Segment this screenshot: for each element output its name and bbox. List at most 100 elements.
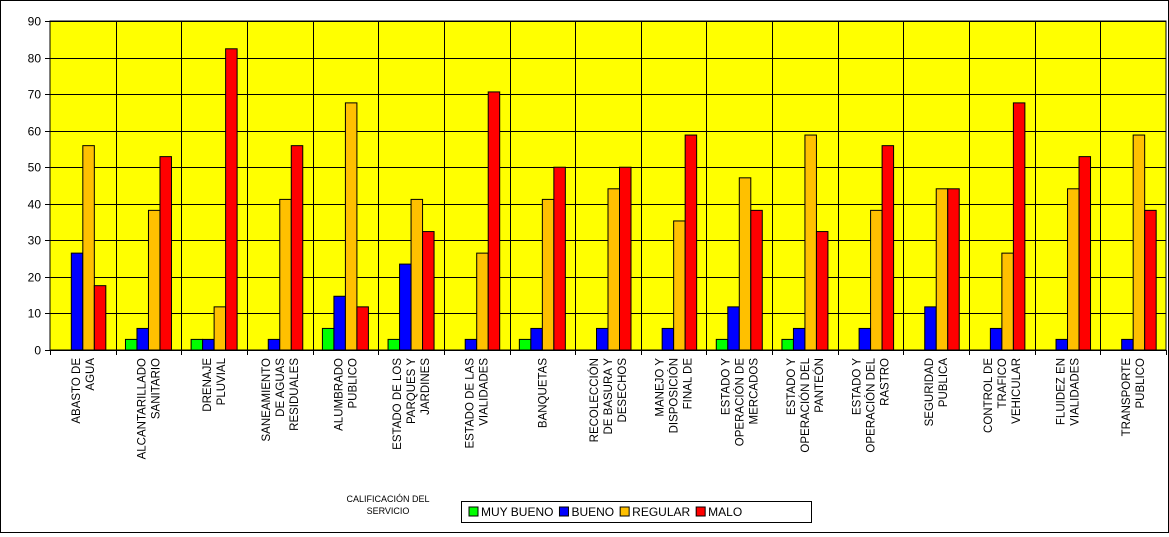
bar-malo — [1078, 156, 1092, 351]
bar-malo — [159, 156, 172, 351]
bar-muy-bueno — [387, 338, 401, 351]
x-category-label: MANEJO Y DISPOSICIÓN FINAL DE — [655, 358, 695, 434]
x-axis: ABASTO DE AGUA ALCANTARILLADO SANITARIO DREN… — [50, 350, 1167, 459]
y-tick-label: 70 — [28, 88, 42, 102]
legend-box — [461, 501, 812, 523]
x-category-label: SANEAMIENTO DE AGUAS RESIDUALES — [261, 358, 301, 442]
bar-bueno — [858, 327, 872, 351]
bar-malo — [422, 231, 435, 351]
y-tick-label: 90 — [28, 15, 42, 29]
x-category-label: ESTADO Y OPERACIÓN DEL PANTEÓN — [786, 357, 826, 452]
bar-regular — [1132, 134, 1146, 351]
y-axis: 0 10 20 30 40 50 60 70 80 90 — [28, 15, 50, 358]
bar-malo — [553, 166, 566, 351]
bar-muy-bueno — [321, 327, 335, 351]
bar-bueno — [1121, 338, 1134, 351]
bar-bueno — [464, 338, 478, 351]
bar-bueno — [333, 295, 346, 351]
bar-malo — [225, 48, 238, 351]
x-category-label: ABASTO DE AGUA — [71, 358, 97, 424]
bar-muy-bueno — [781, 338, 794, 351]
bar-bueno — [924, 306, 937, 351]
x-axis-title-line: SERVICIO — [367, 506, 410, 516]
legend-swatch-muy-bueno — [468, 506, 479, 517]
x-category-label: CONTROL DE TRAFICO VEHICULAR — [983, 358, 1023, 433]
bar-bueno — [1055, 338, 1069, 351]
bar-regular — [344, 102, 358, 351]
bar-regular — [870, 209, 883, 351]
x-axis-title: CALIFICACIÓN DEL SERVICIO — [346, 494, 429, 516]
bar-bueno — [136, 327, 149, 351]
legend-label-malo: MALO — [708, 505, 742, 519]
bar-regular — [804, 134, 817, 351]
bar-bueno — [661, 327, 675, 351]
bar-malo — [815, 231, 829, 351]
bar-bueno — [70, 252, 84, 351]
x-category-label: ESTADO DE LOS PARQUES Y JARDINES — [392, 358, 432, 450]
bar-regular — [410, 198, 424, 351]
bar-muy-bueno — [190, 338, 204, 351]
bar-muy-bueno — [518, 338, 532, 351]
bar-malo — [619, 166, 632, 351]
x-category-label: ESTADO Y OPERACIÓN DE MERCADOS — [720, 358, 760, 447]
x-category-label: TRANSPORTE PUBLICO — [1121, 358, 1147, 437]
x-category-label: ALUMBRADO PUBLICO — [333, 358, 359, 431]
bar-regular — [541, 198, 555, 351]
y-tick-label: 60 — [28, 125, 42, 139]
bar-regular — [935, 188, 949, 351]
legend-label-bueno: BUENO — [571, 505, 614, 519]
bar-muy-bueno — [715, 338, 729, 351]
bar-regular — [279, 198, 292, 351]
bar-malo — [487, 91, 501, 351]
bar-regular — [673, 220, 686, 351]
bar-regular — [1001, 252, 1014, 351]
bar-regular — [213, 306, 227, 351]
bar-bueno — [530, 327, 543, 351]
x-axis-title-line: CALIFICACIÓN DEL — [346, 494, 429, 504]
y-tick-label: 10 — [28, 307, 42, 321]
bar-regular — [1067, 188, 1080, 351]
bar-regular — [147, 209, 161, 351]
bar-bueno — [727, 306, 740, 351]
legend-label-muy-bueno: MUY BUENO — [481, 505, 553, 519]
x-category-label: BANQUETAS — [537, 358, 549, 428]
y-tick-label: 40 — [28, 198, 42, 212]
bar-regular — [607, 188, 620, 351]
x-category-label: DRENAJE PLUVIAL — [202, 357, 228, 411]
x-category-label: FLUIDEZ EN VIALIDADES — [1056, 358, 1082, 426]
y-tick-label: 30 — [28, 234, 42, 248]
bar-bueno — [202, 338, 215, 351]
x-category-label: ALCANTARILLADO SANITARIO — [136, 358, 162, 459]
bar-bueno — [267, 338, 281, 351]
bar-malo — [750, 209, 763, 351]
y-tick-label: 0 — [34, 344, 41, 358]
plot-border — [49, 20, 1167, 351]
bar-regular — [738, 177, 752, 351]
bars — [70, 48, 1157, 351]
bar-regular — [476, 252, 489, 351]
legend-swatch-malo — [695, 506, 706, 517]
legend-swatch-bueno — [558, 506, 569, 517]
legend-label-regular: REGULAR — [632, 505, 690, 519]
bar-muy-bueno — [124, 338, 138, 351]
x-category-label: SEGURIDAD PUBLICA — [924, 358, 950, 427]
y-tick-label: 50 — [28, 161, 42, 175]
bar-bueno — [792, 327, 806, 351]
legend: MUY BUENO BUENO REGULAR MALO — [461, 501, 812, 523]
bar-malo — [356, 306, 369, 351]
bar-regular — [82, 145, 95, 351]
bar-malo — [1012, 102, 1026, 351]
bar-malo — [947, 188, 960, 351]
x-category-label: RECOLECCIÓN DE BASURA Y DESECHOS — [588, 358, 629, 443]
y-tick-label: 20 — [28, 271, 42, 285]
x-category-label: ESTADO DE LAS VIALIDADES — [465, 358, 491, 449]
legend-swatch-regular — [619, 506, 630, 517]
bar-malo — [290, 145, 304, 351]
bar-bueno — [989, 327, 1003, 351]
bar-malo — [1144, 209, 1157, 351]
bar-bueno — [399, 263, 412, 351]
bar-malo — [684, 134, 698, 351]
bar-bueno — [596, 327, 609, 351]
